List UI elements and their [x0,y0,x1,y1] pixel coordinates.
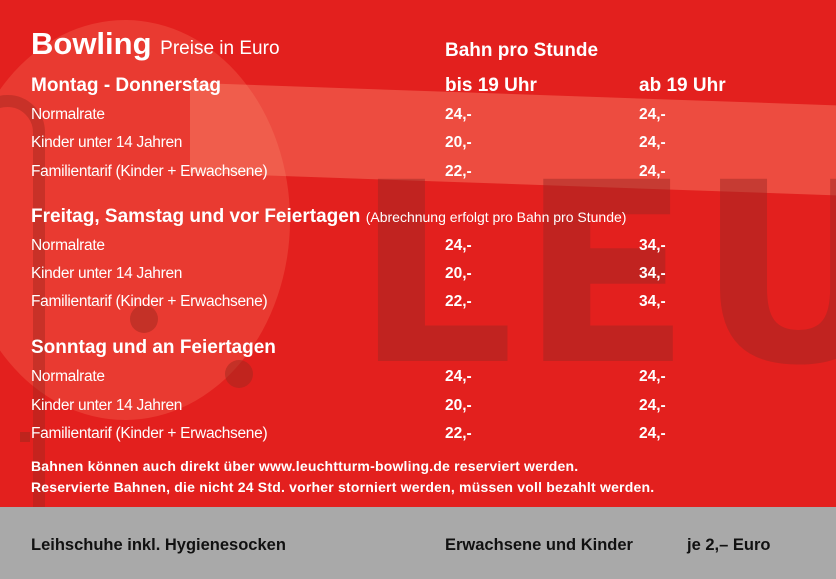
column-header-until-19: bis 19 Uhr [445,75,537,96]
background-wordmark: LEUC [355,129,836,420]
price-after-19: 24,- [639,397,666,414]
row-label: Familientarif (Kinder + Erwachsene) [31,163,268,180]
row-label: Familientarif (Kinder + Erwachsene) [31,425,268,442]
price-after-19: 24,- [639,368,666,385]
price-until-19: 20,- [445,134,472,151]
page-title: Bowling Preise in Euro [31,26,280,62]
decorative-dot [130,305,158,333]
row-label: Normalrate [31,368,105,385]
title-text: Bowling [31,26,152,61]
column-header-after-19: ab 19 Uhr [639,75,726,96]
decorative-square [20,432,30,442]
price-until-19: 22,- [445,425,472,442]
column-group-header: Bahn pro Stunde [445,40,599,61]
price-after-19: 24,- [639,163,666,180]
row-label: Normalrate [31,106,105,123]
row-label: Kinder unter 14 Jahren [31,397,183,414]
title-subtitle: Preise in Euro [160,38,280,59]
price-after-19: 24,- [639,134,666,151]
row-label: Kinder unter 14 Jahren [31,134,183,151]
price-after-19: 24,- [639,425,666,442]
shoe-rental-label: Leihschuhe inkl. Hygienesocken [31,536,286,554]
price-until-19: 20,- [445,265,472,282]
row-label: Familientarif (Kinder + Erwachsene) [31,293,268,310]
price-until-19: 24,- [445,237,472,254]
price-after-19: 34,- [639,293,666,310]
price-until-19: 22,- [445,163,472,180]
price-until-19: 20,- [445,397,472,414]
cancellation-note: Reservierte Bahnen, die nicht 24 Std. vo… [31,479,655,495]
price-after-19: 34,- [639,237,666,254]
section-heading: Sonntag und an Feiertagen [31,337,276,358]
reservation-note: Bahnen können auch direkt über www.leuch… [31,458,579,474]
row-label: Normalrate [31,237,105,254]
row-label: Kinder unter 14 Jahren [31,265,183,282]
shoe-rental-price: je 2,– Euro [687,536,771,554]
price-until-19: 22,- [445,293,472,310]
footer-bar: Leihschuhe inkl. Hygienesocken Erwachsen… [0,507,836,579]
price-until-19: 24,- [445,368,472,385]
decorative-circle [0,20,290,420]
decorative-dot [225,360,253,388]
shoe-rental-audience: Erwachsene und Kinder [445,536,633,554]
price-after-19: 24,- [639,106,666,123]
section-heading: Montag - Donnerstag [31,75,221,96]
section-heading-text: Freitag, Samstag und vor Feiertagen [31,206,361,227]
section-heading: Freitag, Samstag und vor Feiertagen (Abr… [31,206,626,228]
price-until-19: 24,- [445,106,472,123]
price-after-19: 34,- [639,265,666,282]
section-heading-note: (Abrechnung erfolgt pro Bahn pro Stunde) [365,209,627,225]
